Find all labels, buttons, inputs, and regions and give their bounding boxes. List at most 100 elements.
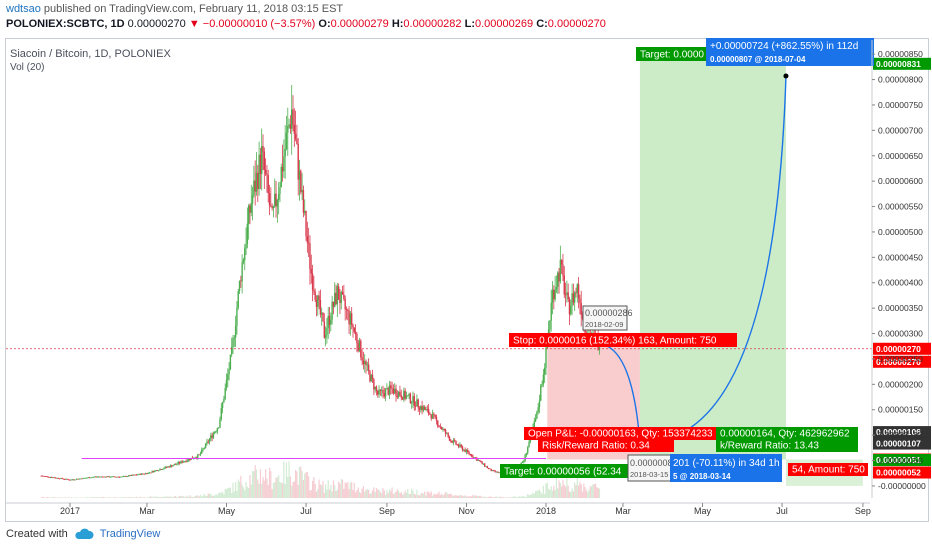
volume-bar [283,461,285,498]
candle-body [474,457,477,459]
volume-bar [52,497,54,498]
candle-body [167,466,169,468]
volume-bar [562,480,564,498]
candle-body [112,476,114,478]
y-tick-label: 0.00000750 [878,100,923,110]
volume-bar [355,492,357,498]
volume-bar [224,488,226,498]
volume-bar [580,484,582,498]
volume-bar [587,491,589,498]
volume-bar [253,471,255,498]
volume-bar [501,497,503,498]
candle-body [558,272,560,282]
volume-bar [405,492,408,498]
candle-body [216,428,219,432]
volume-bar [262,476,264,498]
candle-body [225,379,228,388]
volume-bar [398,490,400,498]
candle-body [203,447,206,449]
volume-bar [194,495,196,498]
axis-price-tag [873,426,931,439]
candle-body [266,173,268,176]
tradingview-link[interactable]: TradingView [99,528,161,540]
volume-bar [502,497,504,498]
volume-bar [102,497,104,498]
candle-body [143,473,146,475]
candle-body [82,477,84,479]
candle-body [477,460,479,462]
volume-bar [135,496,138,498]
volume-bar [121,497,123,498]
volume-bar [391,487,393,498]
volume-bar [172,496,174,498]
volume-bar [168,497,170,498]
candle-body [430,414,432,419]
volume-bar [435,494,438,498]
candle-body [464,449,466,453]
volume-bar [244,490,246,498]
volume-bar [375,488,378,498]
candle-body [380,390,383,391]
candle-body [233,337,236,339]
risk-reward-right-b-box [716,439,858,452]
candle-body [237,291,239,308]
volume-bar [169,496,172,498]
candle-body [71,479,74,481]
volume-bar [184,496,186,498]
volume-bar [257,479,259,498]
candle-body [371,374,374,380]
candle-body [328,315,331,325]
volume-bar [56,497,58,498]
candle-body [236,307,238,326]
volume-bar [596,487,598,498]
change-value: −0.00000010 (−3.57%) [202,18,316,30]
candle-body [330,319,332,325]
x-tick-label: 2018 [536,506,556,516]
volume-bar [250,484,252,498]
candle-body [408,393,410,396]
candle-body [227,374,229,380]
volume-bar [564,486,567,498]
volume-bar [90,497,92,498]
candle-body [207,441,209,443]
candle-body [262,146,264,152]
volume-bar [91,497,93,498]
volume-bar [242,487,245,498]
volume-bar [309,490,311,498]
author-link[interactable]: wdtsao [6,3,41,15]
candle-body [146,473,148,475]
volume-bar [305,472,307,498]
volume-bar [165,497,168,498]
volume-bar [87,497,89,498]
candle-body [214,431,216,434]
volume-bar [319,484,321,498]
volume-bar [382,488,384,498]
volume-bar [198,496,200,498]
volume-bar [579,481,581,498]
candle-body [247,205,250,224]
volume-bar [246,486,248,498]
candle-body [541,383,543,386]
volume-bar [298,466,301,498]
projection-top-sublabel: 0.00000807 @ 2018-07-04 [710,55,806,64]
volume-bar [471,496,473,498]
x-tick-label: Jul [300,506,312,516]
candle-body [212,433,215,438]
volume-bar [268,467,271,498]
candle-body [139,473,142,475]
candle-body [409,393,412,404]
projection-bottom-label: 201 (-70.11%) in 34d 1h [673,458,780,469]
volume-bar [219,492,221,498]
candle-body [568,299,571,315]
volume-bar [154,496,156,498]
volume-bar [302,479,305,498]
candle-body [413,396,415,406]
candle-body [350,313,353,326]
candle-body [425,409,427,410]
candle-body [306,236,309,243]
y-tick-label: 0.00000100 [878,430,923,440]
candle-body [199,453,202,455]
price-marker-2-date: 2018-03-15 [630,470,668,479]
candle-body [454,440,456,441]
